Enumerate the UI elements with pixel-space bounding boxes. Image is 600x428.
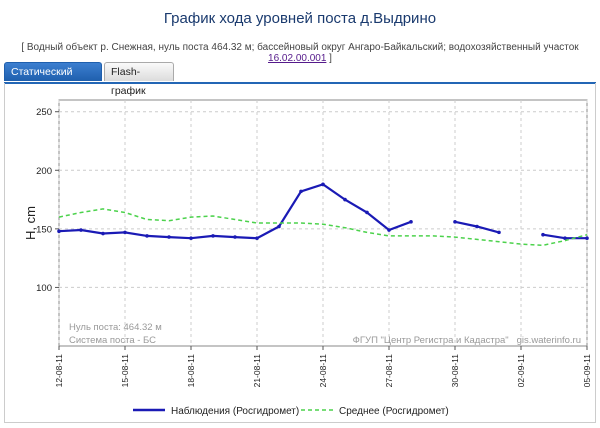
x-axis-ticks: 12-08-11 15-08-11 18-08-11 21-08-11 24-08-11… [54,346,592,387]
observed-point [57,229,61,233]
grid [58,100,588,346]
info-close: ] [326,53,332,64]
observed-point [453,220,457,224]
annotation-zero-level: Нуль поста: 464.32 м [69,322,162,333]
y-tick-label: 150 [36,224,52,235]
x-tick-label: 05-09-11 [582,354,592,388]
observed-point [497,230,501,235]
y-axis-ticks: 100 150 200 250 [36,107,59,294]
x-tick-label: 27-08-11 [384,354,394,388]
observed-point [167,235,171,239]
x-tick-label: 02-09-11 [516,354,526,388]
observed-point [299,189,303,194]
chart-panel: 100 150 200 250 12-08-11 15-08-11 18-08-11 21-… [4,83,596,423]
water-level-chart: 100 150 200 250 12-08-11 15-08-11 18-08-11 21-… [23,99,592,417]
observed-point [101,231,105,236]
observed-point [409,220,413,224]
annotation-system: Система поста - БС [69,335,156,346]
observed-point [365,210,369,215]
observed-point [211,234,215,238]
observed-point [541,232,545,237]
observed-point [475,224,479,229]
observed-point [255,236,259,241]
page-title: График хода уровней поста д.Выдрино [163,10,437,27]
water-area-link[interactable]: 16.02.00.001 [268,53,327,64]
y-tick-label: 250 [36,107,52,118]
observed-point [563,236,567,241]
annotation-credit: ФГУП "Центр Регистра и Кадастра" gis.wat… [353,335,581,346]
observed-point [321,182,325,187]
observed-point [189,236,193,241]
x-tick-label: 18-08-11 [186,354,196,388]
observed-point [343,197,347,202]
tab-flash-chart[interactable]: Flash-график [104,62,174,97]
x-tick-label: 15-08-11 [120,354,130,388]
y-tick-label: 200 [36,166,52,177]
x-tick-label: 21-08-11 [252,354,262,388]
chart-tabs: Статический график Flash-график [4,62,596,97]
y-axis-label: H, cm [23,206,38,240]
observed-point [145,234,149,238]
observed-point [387,228,391,232]
x-tick-label: 30-08-11 [450,354,460,388]
observed-point [233,235,237,239]
x-tick-label: 12-08-11 [54,354,64,388]
observed-point [585,236,589,241]
legend-observed-label: Наблюдения (Росгидромет) [171,405,299,417]
info-text: [ Водный объект р. Снежная, нуль поста 4… [21,42,579,53]
average-line [58,208,588,247]
observed-point [79,228,83,232]
tab-static-chart[interactable]: Статический график [4,62,102,97]
series-layer [57,182,589,247]
legend: Наблюдения (Росгидромет) Среднее (Росгид… [133,405,449,417]
x-tick-label: 24-08-11 [318,354,328,388]
legend-average-label: Среднее (Росгидромет) [339,406,449,417]
observed-point [277,224,281,229]
water-body-info: [ Водный объект р. Снежная, нуль поста 4… [0,42,600,64]
y-tick-label: 100 [36,283,52,294]
observed-point [123,230,127,235]
